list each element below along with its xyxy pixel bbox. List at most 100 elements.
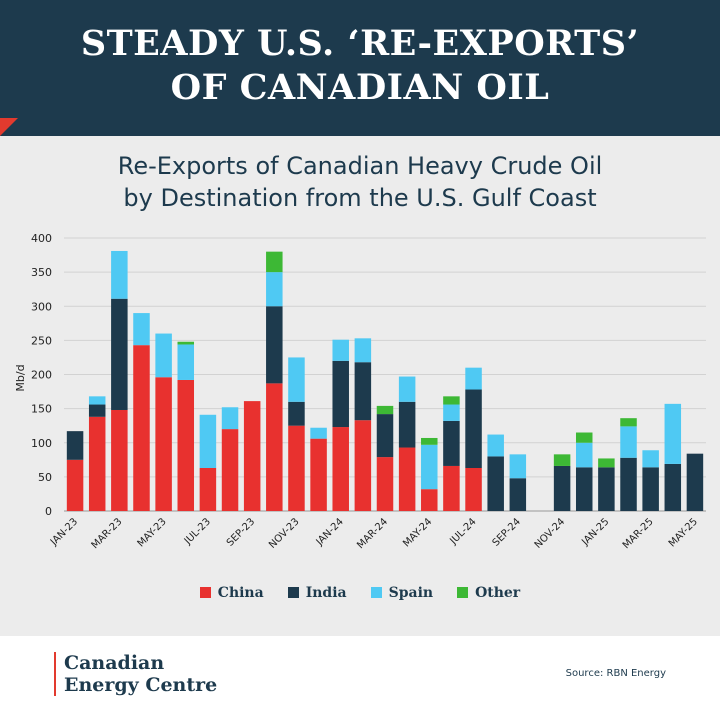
- x-tick-label: JAN-24: [314, 516, 346, 548]
- legend-swatch: [199, 587, 211, 598]
- bar-segment-india: [288, 401, 305, 426]
- bar-segment-spain: [642, 450, 659, 468]
- bar-segment-china: [310, 438, 327, 511]
- chart-subtitle: by Destination from the U.S. Gulf Coast: [123, 184, 597, 212]
- bar-segment-spain: [88, 396, 106, 405]
- bar-segment-spain: [199, 414, 217, 469]
- y-tick-label: 300: [31, 300, 52, 313]
- bar-segment-spain: [133, 313, 150, 346]
- bar-segment-spain: [310, 427, 327, 439]
- legend-swatch: [287, 587, 299, 598]
- bar-segment-china: [332, 427, 349, 511]
- bar-segment-china: [111, 409, 128, 511]
- y-tick-label: 350: [31, 266, 52, 279]
- legend-item-china: China: [199, 585, 264, 601]
- source-note: Source: RBN Energy: [565, 668, 666, 679]
- red-corner-accent: [0, 118, 18, 136]
- bar-segment-spain: [509, 454, 527, 479]
- bar-segment-china: [266, 383, 283, 511]
- legend-swatch: [457, 587, 469, 598]
- y-tick-label: 400: [31, 232, 52, 245]
- bar-segment-india: [465, 389, 482, 469]
- x-tick-label: JAN-25: [579, 516, 611, 548]
- bar-segment-china: [88, 416, 106, 511]
- y-tick-label: 0: [45, 505, 52, 518]
- x-tick-label: MAY-25: [667, 516, 700, 549]
- bar-segment-china: [376, 457, 394, 511]
- bar-segment-china: [421, 489, 438, 511]
- bar-segment-china: [288, 425, 305, 511]
- bar-segment-china: [243, 401, 261, 511]
- bar-segment-india: [509, 478, 527, 511]
- bar-segment-spain: [664, 403, 682, 464]
- x-tick-label: NOV-23: [267, 516, 301, 550]
- x-tick-label: SEP-23: [225, 516, 257, 548]
- bar-segment-india: [66, 431, 84, 460]
- bar-segment-other: [598, 458, 615, 468]
- bar-segment-spain: [288, 357, 305, 402]
- chart-title-block: Re-Exports of Canadian Heavy Crude Oil b…: [0, 150, 720, 214]
- bar-segment-india: [88, 404, 106, 417]
- y-tick-label: 250: [31, 334, 52, 347]
- x-tick-label: MAR-24: [355, 516, 390, 551]
- bar-segment-china: [133, 345, 150, 511]
- legend-label: China: [217, 585, 264, 601]
- bar-segment-india: [266, 306, 283, 384]
- canadian-energy-centre-logo: Canadian Energy Centre: [54, 652, 217, 696]
- bar-segment-india: [398, 401, 416, 448]
- bar-segment-china: [199, 468, 217, 511]
- legend-item-other: Other: [457, 585, 520, 601]
- x-tick-label: MAY-23: [136, 516, 169, 549]
- bar-segment-spain: [221, 407, 239, 430]
- bar-segment-china: [398, 447, 416, 511]
- bar-segment-spain: [111, 250, 128, 299]
- y-tick-label: 50: [38, 471, 52, 484]
- logo-line-1: Canadian: [64, 652, 165, 674]
- y-axis-label: Mb/d: [14, 364, 27, 391]
- bar-segment-china: [465, 468, 482, 511]
- chart-legend: China India Spain Other: [0, 585, 720, 601]
- bar-segment-spain: [443, 404, 460, 421]
- bar-segment-spain: [332, 339, 349, 361]
- legend-label: Other: [475, 585, 521, 601]
- bar-segment-spain: [575, 442, 593, 468]
- bar-segment-spain: [421, 444, 438, 490]
- x-tick-label: SEP-24: [491, 516, 523, 548]
- bar-segment-india: [620, 457, 637, 511]
- stacked-bar-chart: 0 50 100 150 200 250 300 350 400 Mb/d JAN-23 MAR-23…: [14, 232, 706, 551]
- y-tick-label: 100: [31, 437, 52, 450]
- bar-segment-india: [642, 467, 659, 511]
- bar-segment-china: [221, 429, 239, 511]
- legend-item-spain: Spain: [370, 585, 434, 601]
- legend-label: India: [305, 585, 347, 601]
- bar-segment-spain: [266, 272, 283, 307]
- legend-swatch: [370, 587, 382, 598]
- bar-segment-india: [443, 420, 460, 466]
- bar-segment-india: [598, 467, 615, 511]
- bar-segment-other: [266, 251, 283, 273]
- bar-segment-other: [575, 432, 593, 443]
- y-tick-label: 200: [31, 369, 52, 382]
- bar-segment-china: [66, 459, 84, 511]
- headline-line-2: OF CANADIAN OIL: [170, 67, 550, 108]
- bar-segment-india: [376, 414, 394, 458]
- legend-label: Spain: [388, 585, 434, 601]
- bar-segment-spain: [177, 344, 195, 380]
- bar-segment-india: [487, 456, 504, 511]
- x-tick-label: MAY-24: [401, 516, 434, 549]
- x-tick-label: JAN-23: [48, 516, 80, 548]
- chart-title: Re-Exports of Canadian Heavy Crude Oil: [117, 152, 603, 180]
- bar-segment-china: [443, 465, 460, 511]
- x-tick-label: NOV-24: [533, 516, 567, 550]
- bar-segment-other: [177, 341, 195, 345]
- x-tick-label: JUL-24: [448, 516, 479, 547]
- bar-segment-india: [575, 467, 593, 511]
- bar-segment-other: [443, 396, 460, 405]
- bar-segment-other: [376, 405, 394, 415]
- logo-line-2: Energy Centre: [64, 674, 218, 696]
- header-banner: STEADY U.S. ‘RE-EXPORTS’ OF CANADIAN OIL: [0, 0, 720, 136]
- bar-segment-china: [155, 377, 172, 511]
- bar-segment-india: [354, 362, 372, 421]
- headline-line-1: STEADY U.S. ‘RE-EXPORTS’: [80, 23, 640, 64]
- bar-segment-spain: [155, 333, 172, 378]
